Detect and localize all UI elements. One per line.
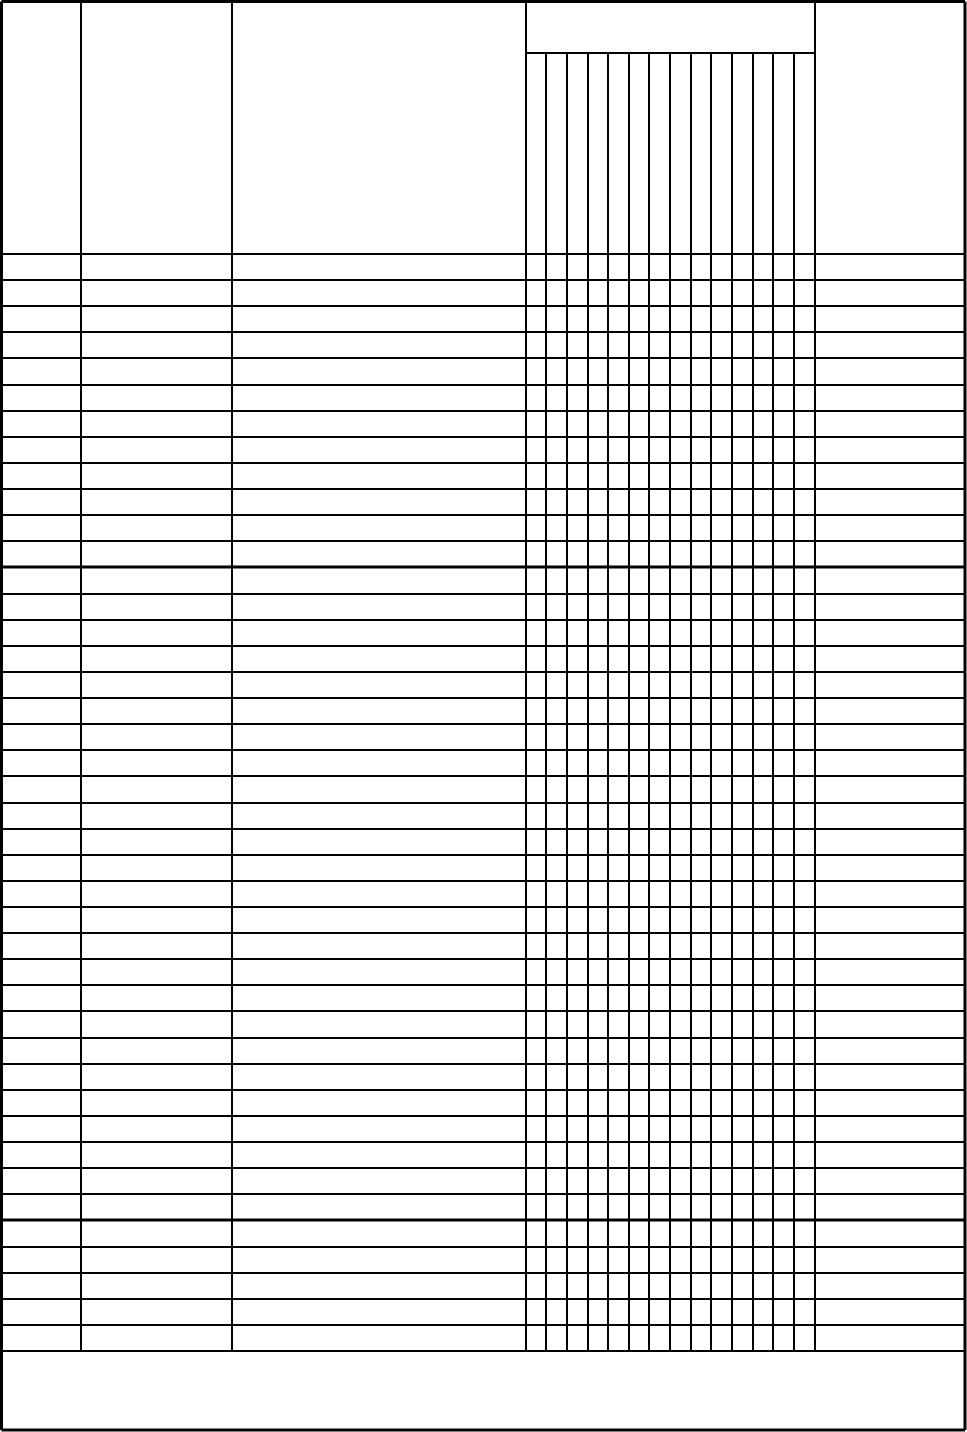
blank-ledger-form (0, 0, 967, 1432)
